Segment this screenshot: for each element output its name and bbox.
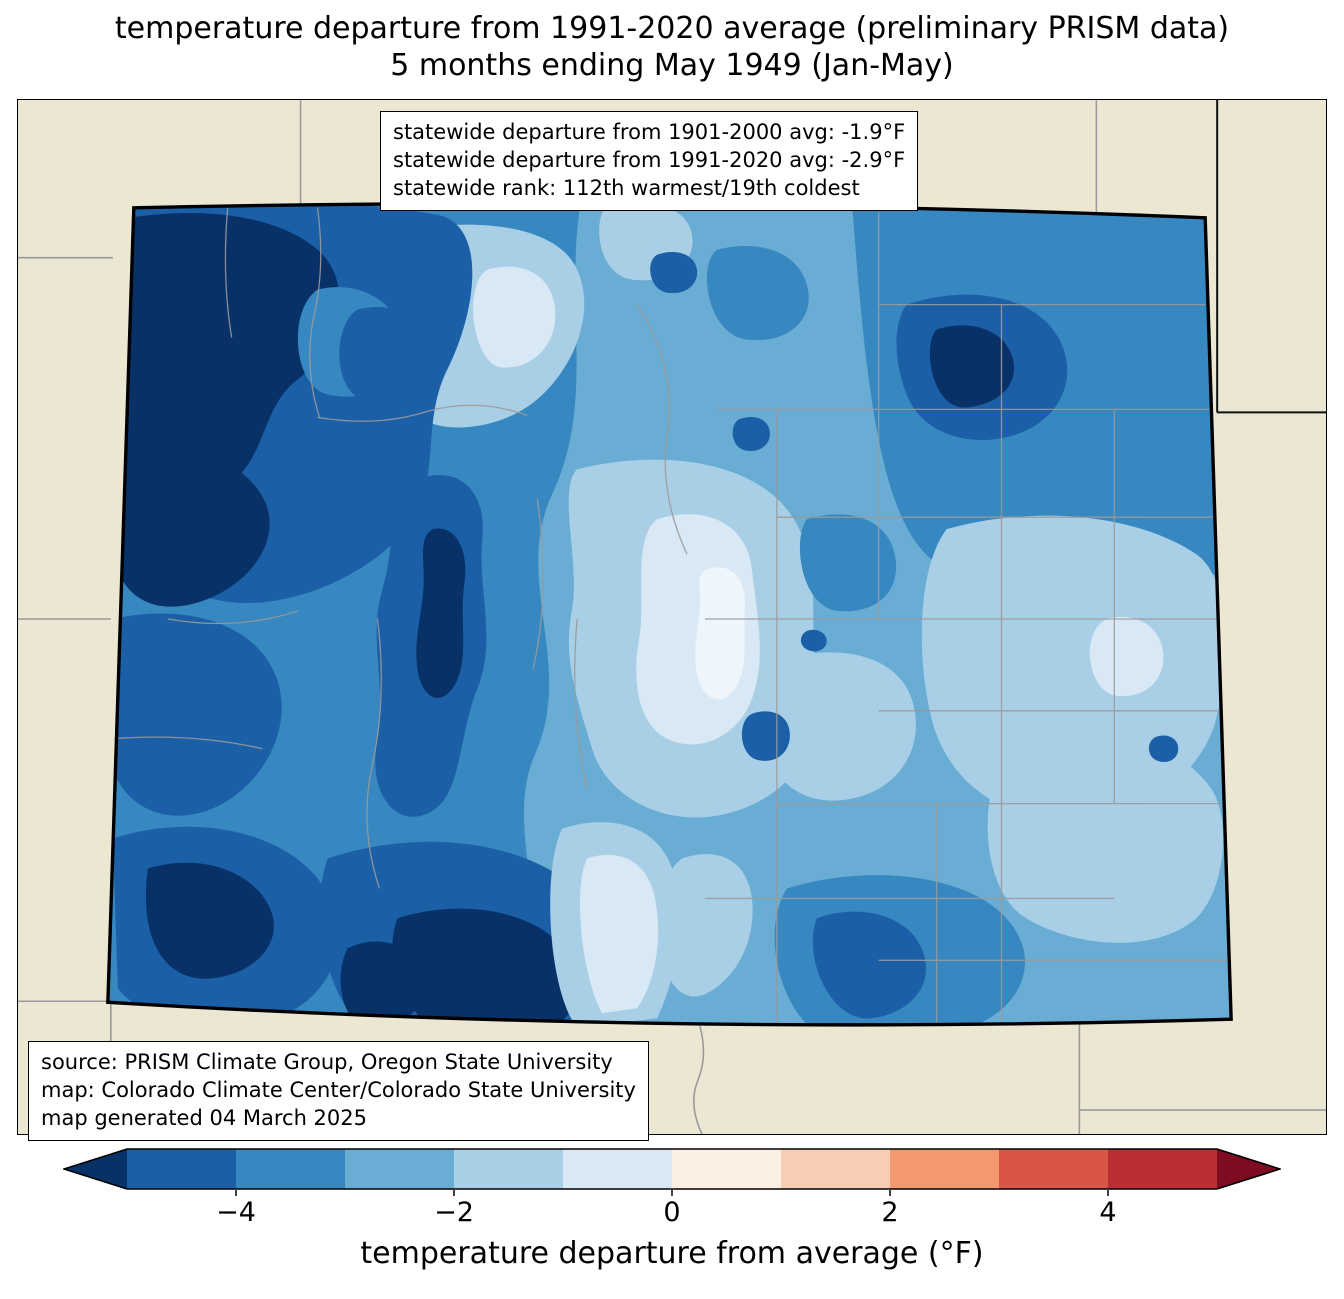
colorbar-segment [781,1149,890,1189]
stats-line-3: statewide rank: 112th warmest/19th colde… [393,175,860,200]
stats-line-2: statewide departure from 1991-2020 avg: … [393,147,906,172]
colorbar-tick-label: −2 [434,1197,474,1228]
colorbar-segment [454,1149,563,1189]
county-lines [112,207,1232,1025]
colorbar-segment [236,1149,345,1189]
colorbar-segment [345,1149,454,1189]
source-box: source: PRISM Climate Group, Oregon Stat… [28,1041,649,1141]
source-line-2: map: Colorado Climate Center/Colorado St… [41,1077,636,1102]
anomaly-field [107,203,1232,1025]
figure-title: temperature departure from 1991-2020 ave… [0,10,1344,84]
neighbor-state-lines-dark [1216,100,1326,414]
colorbar-over-arrow [1217,1149,1280,1189]
colorbar-tick-label: 2 [881,1197,899,1228]
colorbar-segment [999,1149,1108,1189]
colorbar [63,1148,1281,1196]
title-line-1: temperature departure from 1991-2020 ave… [114,11,1230,46]
colorbar-segment [1108,1149,1217,1189]
colorbar-segment [127,1149,236,1189]
colorbar-label: temperature departure from average (°F) [360,1236,984,1271]
colorbar-segment [890,1149,999,1189]
colorbar-segment [563,1149,672,1189]
colorbar-tick-label: 0 [663,1197,681,1228]
title-line-2: 5 months ending May 1949 (Jan-May) [390,48,954,83]
stats-box: statewide departure from 1901-2000 avg: … [380,111,919,211]
map-axes [17,99,1327,1135]
stats-line-1: statewide departure from 1901-2000 avg: … [393,120,906,144]
colorbar-tick-label: 4 [1099,1197,1117,1228]
source-line-1: source: PRISM Climate Group, Oregon Stat… [41,1050,613,1074]
colorbar-ticks: −4 −2 0 2 4 [0,1198,1344,1232]
colorbar-segment [672,1149,781,1189]
colorbar-tick-label: −4 [216,1197,256,1228]
source-line-3: map generated 04 March 2025 [41,1105,368,1130]
colorado-anomaly-map [18,100,1326,1134]
colorbar-outline [63,1148,1281,1190]
colorbar-under-arrow [64,1149,127,1189]
neighbor-state-lines [18,100,1326,1134]
